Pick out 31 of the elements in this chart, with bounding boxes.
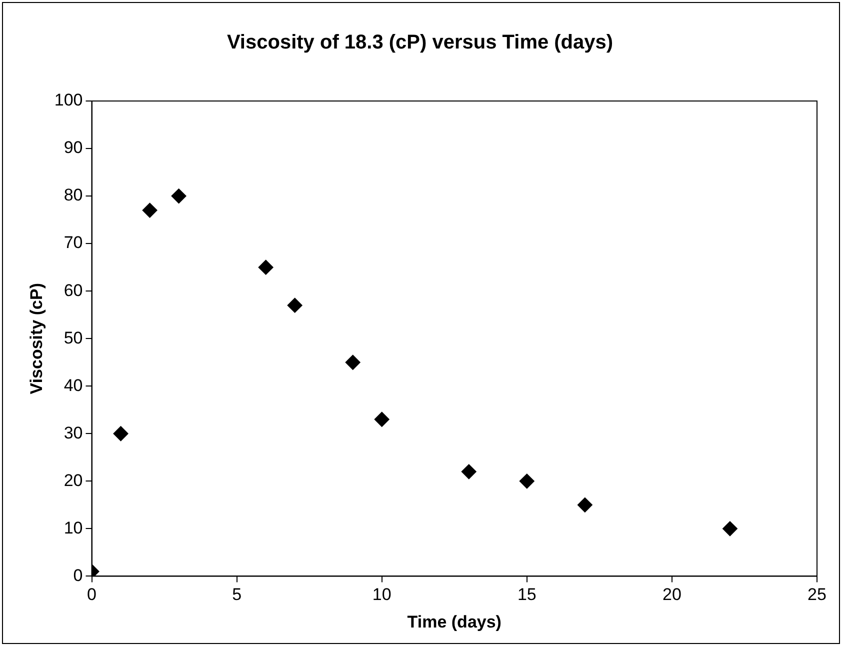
x-tick-label: 5 — [232, 585, 242, 604]
point — [722, 521, 738, 536]
x-axis-title: Time (days) — [407, 612, 502, 632]
y-tick-label: 100 — [54, 90, 83, 110]
point — [171, 188, 186, 204]
y-axis-title: Viscosity (cP) — [26, 283, 46, 394]
y-tick-label: 0 — [73, 566, 83, 585]
point — [577, 497, 592, 512]
x-tick-label: 0 — [87, 585, 96, 604]
x-tick-label: 25 — [808, 585, 826, 604]
x-tick-label: 15 — [517, 585, 536, 604]
y-tick-label: 50 — [64, 328, 83, 348]
point — [258, 260, 274, 275]
y-tick-label: 30 — [64, 423, 83, 442]
point — [345, 354, 360, 370]
chart-title: Viscosity of 18.3 (cP) versus Time (days) — [226, 32, 614, 54]
y-tick-label: 20 — [64, 470, 83, 490]
y-tick-label: 90 — [64, 138, 83, 158]
y-tick-label: 40 — [64, 376, 83, 395]
y-tick-label: 60 — [64, 280, 83, 300]
x-tick-label: 20 — [662, 585, 682, 604]
point — [287, 298, 302, 313]
y-tick-label: 10 — [64, 518, 83, 538]
point — [113, 426, 128, 442]
point — [142, 202, 158, 218]
point — [519, 474, 534, 489]
point — [461, 464, 476, 480]
x-tick-label: 10 — [372, 585, 392, 604]
point — [374, 412, 390, 427]
y-tick-label: 80 — [64, 186, 83, 205]
y-tick-label: 70 — [64, 233, 83, 252]
